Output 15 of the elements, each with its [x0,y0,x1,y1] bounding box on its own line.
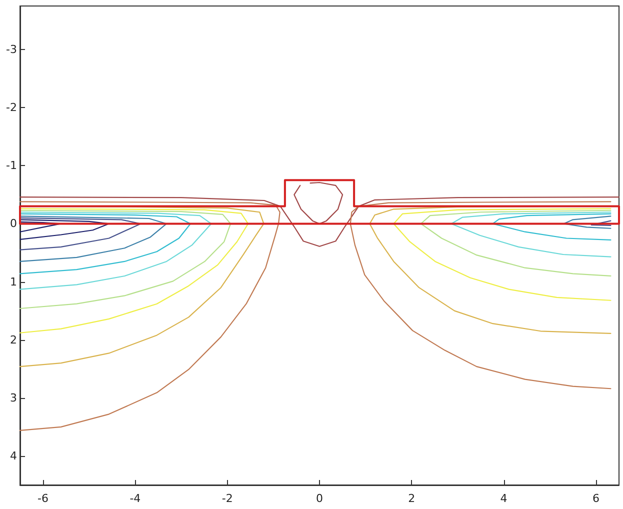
y-tick-label: -1 [6,159,17,172]
y-tick-label: 2 [10,333,17,346]
y-tick-label: 4 [10,449,17,462]
x-tick-label: -2 [222,492,233,505]
y-tick-label: -3 [6,43,17,56]
y-tick-label: 1 [10,275,17,288]
x-tick-label: -6 [38,492,49,505]
x-tick-label: 0 [316,492,323,505]
x-tick-label: 4 [500,492,508,505]
x-tick-label: 6 [592,492,600,505]
y-tick-label: 3 [10,391,17,404]
y-tick-label: 0 [10,217,17,230]
x-tick-label: 2 [408,492,416,505]
y-tick-label: -2 [6,101,17,114]
x-tick-label: -4 [130,492,141,505]
